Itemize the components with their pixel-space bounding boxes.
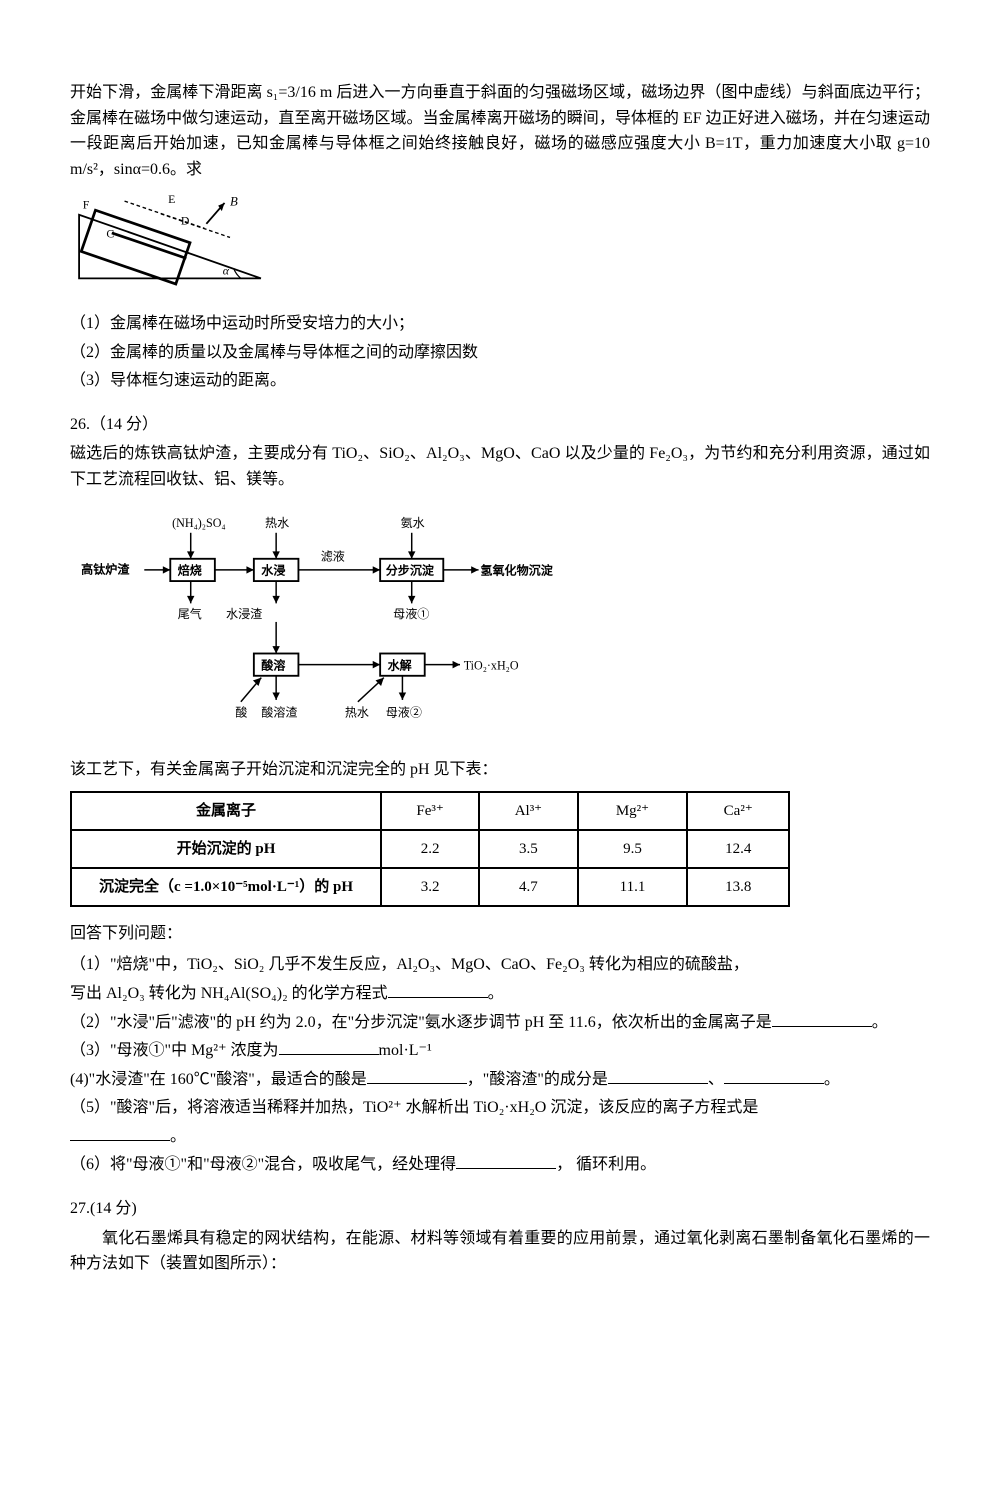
blank-2[interactable]: [772, 1011, 872, 1027]
q26-sub6a: （6）将"母液①"和"母液②"混合，吸收尾气，经处理得: [70, 1156, 456, 1173]
flow-lbl-mother2: 母液②: [386, 704, 422, 719]
q26-table-intro: 该工艺下，有关金属离子开始沉淀和沉淀完全的 pH 见下表：: [70, 757, 930, 783]
blank-4[interactable]: [367, 1068, 467, 1084]
label-E: E: [168, 192, 175, 206]
r2c0: 沉淀完全（c =1.0×10⁻⁵mol·L⁻¹）的 pH: [71, 868, 381, 906]
q27-head: 27.(14 分): [70, 1196, 930, 1222]
q26-sub2: （2）"水浸"后"滤液"的 pH 约为 2.0，在"分步沉淀"氨水逐步调节 pH…: [70, 1010, 930, 1036]
q26-sub6b: ， 循环利用。: [556, 1156, 656, 1173]
q26-sub6: （6）将"母液①"和"母液②"混合，吸收尾气，经处理得 ， 循环利用。: [70, 1152, 930, 1178]
label-alpha: α: [223, 264, 230, 278]
inclined-plane-svg: B F E C D α: [70, 192, 270, 292]
q26-answer-head: 回答下列问题：: [70, 921, 930, 947]
label-F: F: [83, 198, 90, 212]
q26-sub5-line2: 。: [70, 1124, 930, 1150]
q26-sub2a: （2）"水浸"后"滤液"的 pH 约为 2.0，在"分步沉淀"氨水逐步调节 pH…: [70, 1014, 772, 1031]
th-ion: 金属离子: [71, 792, 381, 830]
blank-7[interactable]: [70, 1125, 170, 1141]
flow-lbl-a: (NH₄)₂SO₄: [172, 516, 226, 530]
th-mg: Mg²⁺: [578, 792, 688, 830]
q26-sub5: （5）"酸溶"后，将溶液适当稀释并加热，TiO²⁺ 水解析出 TiO₂·xH₂O…: [70, 1095, 930, 1121]
th-ca: Ca²⁺: [687, 792, 789, 830]
q26-sub3b: mol·L⁻¹: [379, 1042, 432, 1059]
label-C: C: [106, 227, 114, 241]
flow-lbl-tail: 尾气: [178, 606, 202, 621]
q26-sub1: （1）"焙烧"中，TiO₂、SiO₂ 几乎不发生反应，Al₂O₃、MgO、CaO…: [70, 952, 930, 978]
r2c1: 3.2: [381, 868, 479, 906]
q26-sub5a: （5）"酸溶"后，将溶液适当稀释并加热，TiO²⁺ 水解析出 TiO₂·xH₂O…: [70, 1099, 758, 1116]
q26-sub1b: 写出 Al₂O₃ 转化为 NH₄Al(SO₄)₂ 的化学方程式: [70, 985, 388, 1002]
r1c3: 9.5: [578, 830, 688, 868]
flow-lbl-mother1: 母液①: [393, 606, 429, 621]
flow-lbl-c: 氨水: [401, 516, 425, 530]
q26-intro: 磁选后的炼铁高钛炉渣，主要成分有 TiO₂、SiO₂、Al₂O₃、MgO、CaO…: [70, 441, 930, 492]
r2c4: 13.8: [687, 868, 789, 906]
label-B: B: [230, 195, 238, 209]
blank-5[interactable]: [608, 1068, 708, 1084]
q25-sub1: （1）金属棒在磁场中运动时所受安培力的大小；: [70, 311, 930, 337]
flow-node-acid: 酸溶: [261, 657, 286, 672]
flow-node-slag: 高钛炉渣: [81, 561, 130, 576]
r1c4: 12.4: [687, 830, 789, 868]
flow-lbl-acidres: 酸溶渣: [261, 704, 297, 719]
flow-lbl-filtrate: 滤液: [321, 548, 345, 563]
q25-sub3: （3）导体框匀速运动的距离。: [70, 368, 930, 394]
q26-sub2b: 。: [872, 1014, 888, 1031]
blank-8[interactable]: [456, 1153, 556, 1169]
th-al: Al³⁺: [479, 792, 577, 830]
q26-sub4: (4)"水浸渣"在 160℃"酸溶"，最适合的酸是 ，"酸溶渣"的成分是 、 。: [70, 1067, 930, 1093]
q25-figure: B F E C D α: [70, 192, 930, 301]
r1c0: 开始沉淀的 pH: [71, 830, 381, 868]
q25-paragraph: 开始下滑，金属棒下滑距离 s₁=3/16 m 后进入一方向垂直于斜面的匀强磁场区…: [70, 80, 930, 182]
r2c3: 11.1: [578, 868, 688, 906]
q26-sub1-line2: 写出 Al₂O₃ 转化为 NH₄Al(SO₄)₂ 的化学方程式 。: [70, 981, 930, 1007]
flow-node-hydro: 水解: [388, 657, 412, 672]
blank-1[interactable]: [388, 982, 488, 998]
q27-p1: 氧化石墨烯具有稳定的网状结构，在能源、材料等领域有着重要的应用前景，通过氧化剥离…: [70, 1226, 930, 1277]
q26-head: 26.（14 分）: [70, 412, 930, 438]
flow-lbl-b: 热水: [265, 516, 289, 530]
q26-sub1c: 。: [488, 985, 504, 1002]
flow-lbl-hydroxide: 氢氧化物沉淀: [480, 562, 553, 577]
r1c2: 3.5: [479, 830, 577, 868]
q26-sub4c: 、: [708, 1071, 724, 1088]
blank-3[interactable]: [279, 1039, 379, 1055]
flow-lbl-hot2: 热水: [345, 705, 369, 719]
q26-sub5b: 。: [170, 1128, 186, 1145]
flow-node-leach: 水浸: [261, 562, 285, 577]
q26-flowchart: (NH₄)₂SO₄ 热水 氨水 高钛炉渣 焙烧 水浸 滤液 分步沉淀 氢氧化物沉…: [70, 503, 930, 748]
q25-sub2: （2）金属棒的质量以及金属棒与导体框之间的动摩擦因数: [70, 340, 930, 366]
flow-lbl-acid: 酸: [235, 704, 247, 719]
flow-node-precip: 分步沉淀: [386, 562, 435, 577]
q26-sub3: （3）"母液①"中 Mg²⁺ 浓度为 mol·L⁻¹: [70, 1038, 930, 1064]
label-D: D: [181, 214, 190, 228]
blank-6[interactable]: [724, 1068, 824, 1084]
flow-lbl-tio2: TiO₂·xH₂O: [464, 658, 519, 672]
th-fe: Fe³⁺: [381, 792, 479, 830]
q26-sub4b: ，"酸溶渣"的成分是: [467, 1071, 608, 1088]
q26-sub1a: （1）"焙烧"中，TiO₂、SiO₂ 几乎不发生反应，Al₂O₃、MgO、CaO…: [70, 956, 749, 973]
flow-node-roast: 焙烧: [178, 562, 202, 577]
q26-sub4a: (4)"水浸渣"在 160℃"酸溶"，最适合的酸是: [70, 1071, 367, 1088]
q26-ph-table: 金属离子 Fe³⁺ Al³⁺ Mg²⁺ Ca²⁺ 开始沉淀的 pH 2.2 3.…: [70, 791, 790, 907]
q26-sub4d: 。: [824, 1071, 840, 1088]
r1c1: 2.2: [381, 830, 479, 868]
r2c2: 4.7: [479, 868, 577, 906]
q26-sub3a: （3）"母液①"中 Mg²⁺ 浓度为: [70, 1042, 279, 1059]
flow-lbl-residue: 水浸渣: [226, 607, 262, 621]
